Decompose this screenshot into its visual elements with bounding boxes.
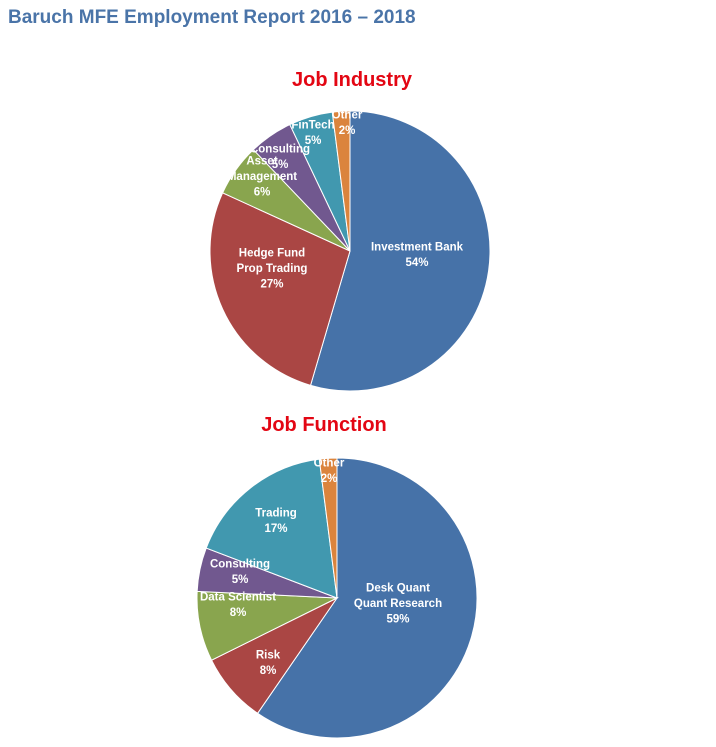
slice-label-consulting: Consulting 5% [250,143,310,171]
slice-value-label: 5% [272,159,289,171]
slice-name-label: Risk [256,649,281,661]
pie-slice-other [318,457,338,599]
slice-value-label: 54% [405,257,428,269]
slice-value-label: 5% [232,574,249,586]
slice-label-trading: Trading 17% [255,507,297,535]
slice-label-consulting: Consulting 5% [210,558,270,586]
pie-slice-investment-bank [309,110,491,392]
slice-name-label: Hedge Fund [239,248,305,260]
job-function-pie: Desk Quant Quant Research 59%Risk 8%Data Sc… [196,457,478,739]
slice-value-label: 2% [321,473,338,485]
slice-label-risk: Risk 8% [256,649,281,677]
slice-label-other: Other 2% [332,109,363,137]
slice-name-label: Data Scientist [200,591,276,603]
page-title: Baruch MFE Employment Report 2016 – 2018 [8,7,416,28]
pie-slice-hedge-fund-prop-trading [209,192,351,386]
chart-title-job-industry: Job Industry [291,69,412,91]
slice-label-asset-management: Asset Management 6% [227,156,297,199]
slice-label-other: Other 2% [314,457,345,485]
slice-label-desk-quant-quant-research: Desk Quant Quant Research 59% [354,583,442,626]
slice-name-label: Asset [246,156,277,168]
slice-name-label: Other [332,109,363,121]
slice-name-label: FinTech [291,119,334,131]
slice-value-label: 5% [305,135,322,147]
slice-name-label: Trading [255,507,297,519]
slice-name-label: Prop Trading [237,263,308,275]
slice-value-label: 2% [339,125,356,137]
slice-name-label: Quant Research [354,598,442,610]
pie-slice-other [331,110,351,252]
slice-label-data-scientist: Data Scientist 8% [200,591,276,619]
slice-name-label: Investment Bank [371,241,464,253]
slice-name-label: Management [227,171,297,183]
chart-title-job-function: Job Function [261,414,387,436]
slice-value-label: 8% [260,665,277,677]
slice-name-label: Other [314,457,345,469]
job-industry-pie: Investment Bank 54% Hedge Fund Prop Trading… [209,109,491,392]
pie-slice-trading [205,458,338,599]
slice-value-label: 17% [264,523,287,535]
slice-value-label: 6% [254,187,271,199]
slice-value-label: 8% [230,607,247,619]
slice-label-fintech: FinTech 5% [291,119,334,147]
slice-label-hedge-fund-prop-trading: Hedge Fund Prop Trading 27% [237,248,308,291]
slice-value-label: 27% [260,279,283,291]
slice-name-label: Consulting [250,143,310,155]
slice-name-label: Consulting [210,558,270,570]
pie-slice-desk-quant-quant-research [256,457,478,739]
slice-label-investment-bank: Investment Bank 54% [371,241,464,268]
slice-value-label: 59% [386,614,409,626]
slice-name-label: Desk Quant [366,583,430,595]
